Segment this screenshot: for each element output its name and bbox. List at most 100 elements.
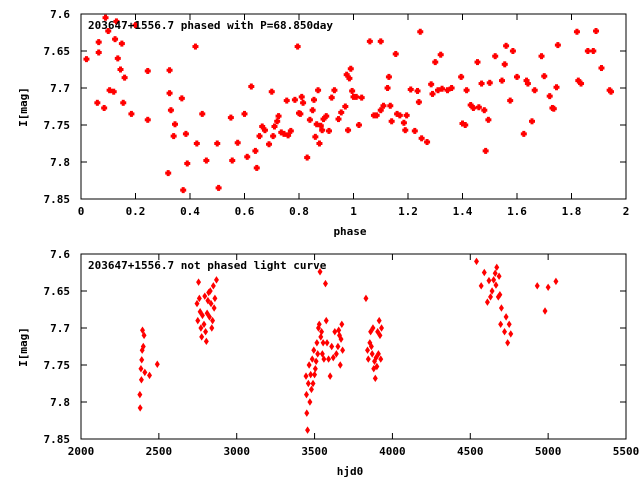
data-point: [470, 104, 477, 111]
data-point: [318, 333, 324, 341]
data-point: [307, 398, 313, 406]
data-point: [316, 320, 322, 329]
data-point: [336, 326, 342, 334]
data-point: [474, 257, 479, 266]
data-point: [379, 324, 385, 332]
data-point: [298, 93, 305, 100]
data-point: [213, 276, 219, 284]
data-point: [385, 73, 392, 80]
data-point: [271, 123, 278, 130]
data-point: [210, 282, 216, 290]
chart-title: 203647+1556.7 not phased light curve: [88, 259, 327, 272]
data-point: [520, 130, 527, 137]
data-point: [248, 83, 255, 90]
data-point: [377, 331, 383, 340]
data-point: [332, 327, 338, 336]
data-point: [370, 324, 376, 332]
data-point: [374, 362, 380, 371]
data-point: [474, 59, 481, 66]
data-point: [137, 390, 143, 399]
data-point: [234, 139, 241, 146]
data-point: [118, 40, 125, 47]
data-point: [481, 268, 487, 277]
data-point: [165, 170, 172, 177]
data-point: [542, 307, 548, 315]
data-point: [207, 287, 213, 295]
data-point: [384, 85, 391, 91]
data-point: [312, 133, 319, 140]
data-point: [112, 36, 119, 43]
data-point: [378, 355, 384, 363]
x-tick-label: 4000: [379, 445, 406, 458]
data-point: [428, 81, 435, 88]
data-point: [493, 281, 499, 289]
data-point: [195, 316, 201, 325]
data-point: [252, 147, 259, 154]
data-point: [388, 118, 395, 125]
data-point: [312, 370, 318, 379]
y-tick-label: 7.8: [50, 396, 70, 409]
data-point: [365, 346, 370, 354]
data-point: [317, 268, 323, 276]
data-point: [193, 140, 200, 147]
data-point: [319, 127, 326, 134]
data-point: [120, 99, 127, 106]
data-point: [372, 374, 378, 383]
data-point: [275, 113, 282, 120]
data-point: [524, 80, 531, 87]
data-point: [578, 80, 585, 87]
data-point: [335, 116, 342, 123]
data-point: [375, 350, 381, 358]
y-tick-label: 7.7: [50, 82, 70, 95]
data-point: [485, 116, 492, 123]
y-tick-label: 7.7: [50, 322, 70, 335]
data-point: [508, 330, 514, 338]
data-point: [345, 127, 352, 134]
data-point: [349, 87, 356, 94]
data-point: [328, 94, 335, 101]
data-point: [534, 282, 540, 290]
data-point: [429, 90, 436, 97]
data-point: [338, 109, 345, 116]
data-point: [167, 107, 174, 114]
data-point: [342, 103, 349, 110]
data-point: [402, 127, 409, 134]
data-point: [180, 187, 187, 194]
data-point: [310, 96, 317, 103]
data-point: [199, 110, 206, 117]
data-point: [306, 116, 313, 123]
data-point: [314, 339, 320, 347]
data-point: [303, 390, 309, 399]
x-axis-label: hjd0: [337, 465, 364, 478]
data-point: [514, 73, 520, 80]
data-point: [83, 56, 90, 63]
data-point: [482, 147, 489, 154]
data-point: [95, 39, 102, 46]
data-point: [343, 71, 350, 78]
data-point: [502, 327, 508, 336]
data-point: [294, 43, 301, 50]
data-point: [101, 104, 108, 111]
data-point: [202, 292, 208, 300]
data-point: [478, 80, 485, 87]
y-tick-label: 7.85: [44, 433, 71, 446]
data-point: [366, 38, 373, 45]
data-point: [448, 85, 455, 91]
data-point: [375, 327, 381, 336]
tick-marks: [80, 13, 627, 200]
data-point: [541, 73, 548, 80]
data-point: [305, 379, 311, 388]
data-point: [215, 184, 222, 191]
data-point: [199, 333, 205, 341]
data-point: [214, 140, 221, 147]
data-points: [83, 14, 615, 194]
data-point: [196, 278, 202, 286]
data-point: [481, 107, 488, 114]
data-point: [321, 355, 327, 363]
data-point: [509, 48, 516, 54]
data-point: [337, 361, 343, 369]
data-point: [371, 364, 377, 373]
data-point: [166, 90, 173, 97]
data-points: [137, 257, 559, 434]
data-point: [503, 313, 509, 321]
